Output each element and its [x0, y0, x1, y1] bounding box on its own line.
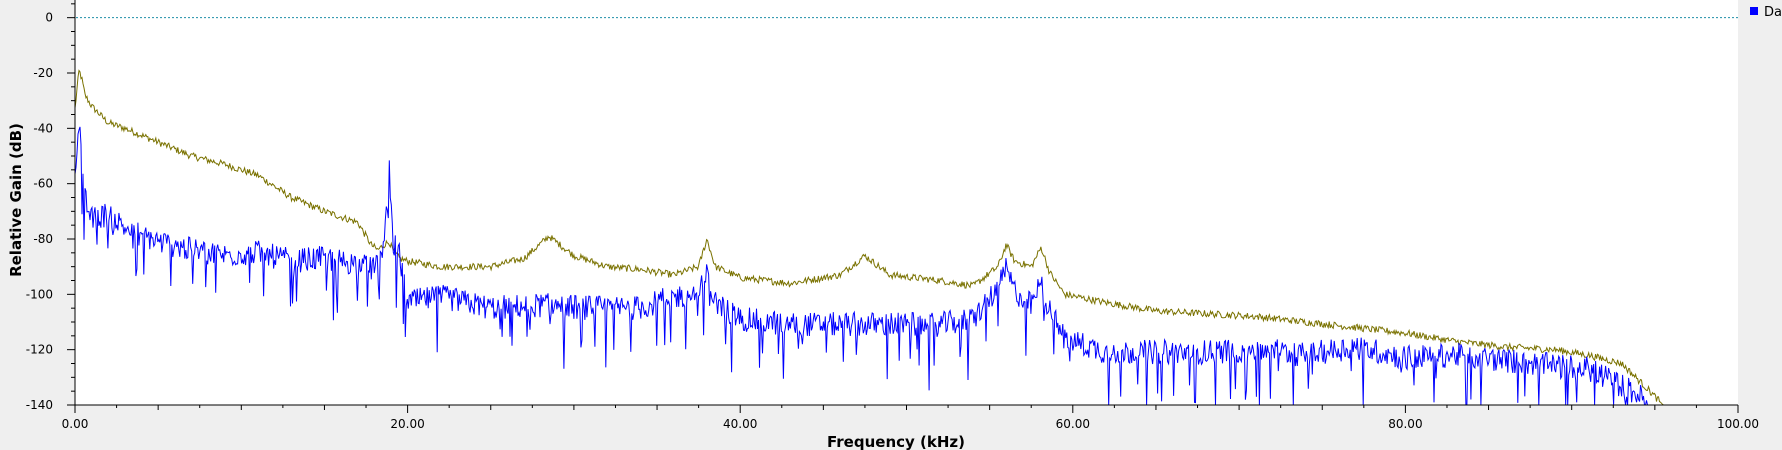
y-tick-label: -40	[33, 121, 53, 135]
y-tick-label: 0	[45, 11, 53, 25]
y-tick-label: -80	[33, 232, 53, 246]
plot-area	[75, 0, 1738, 405]
legend[interactable]: Da	[1750, 5, 1782, 20]
x-tick-label: 20.00	[390, 417, 424, 431]
x-ticks: 0.00 20.00 40.00 60.00 80.00 100.00	[62, 405, 1759, 431]
legend-label: Da	[1764, 5, 1782, 20]
y-tick-label: -100	[26, 287, 53, 301]
x-tick-label: 40.00	[723, 417, 757, 431]
y-tick-label: -60	[33, 177, 53, 191]
y-ticks: 0 -20 -40 -60 -80 -100 -120 -140	[26, 3, 75, 412]
y-tick-label: -140	[26, 398, 53, 412]
x-axis-title: Frequency (kHz)	[827, 433, 965, 450]
x-tick-label: 0.00	[62, 417, 89, 431]
x-tick-label: 80.00	[1388, 417, 1422, 431]
series-line-da	[74, 126, 1650, 406]
x-tick-label: 60.00	[1056, 417, 1090, 431]
y-axis-title: Relative Gain (dB)	[7, 123, 25, 277]
series-group	[74, 69, 1738, 406]
y-tick-label: -120	[26, 343, 53, 357]
y-tick-label: -20	[33, 66, 53, 80]
series-line-2	[74, 69, 1738, 406]
x-tick-label: 100.00	[1717, 417, 1759, 431]
legend-swatch	[1750, 7, 1758, 15]
